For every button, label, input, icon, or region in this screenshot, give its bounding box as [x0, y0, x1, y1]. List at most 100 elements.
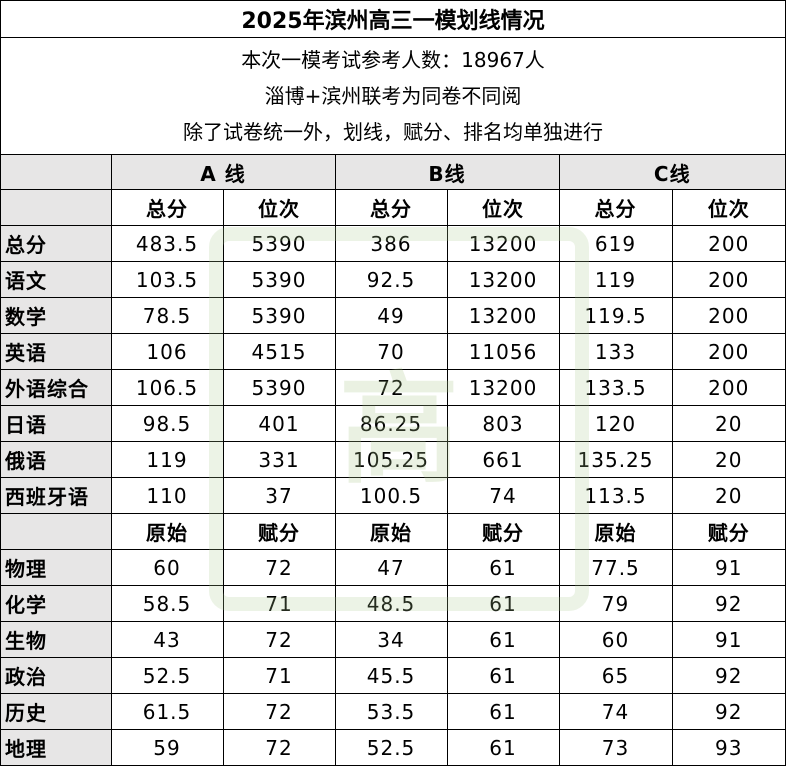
- sub-header-cell: 总分: [110, 189, 224, 226]
- value-cell: 78.5: [110, 297, 224, 334]
- sub-header-cell: 总分: [558, 189, 673, 226]
- sub-header-cell: 总分: [334, 189, 448, 226]
- value-cell: 61: [446, 657, 560, 694]
- value-cell: 59: [110, 729, 224, 765]
- value-cell: 34: [334, 621, 448, 658]
- value-cell: 91: [671, 549, 786, 586]
- value-cell: 49: [334, 297, 448, 334]
- value-cell: 60: [558, 621, 673, 658]
- group-b-header: B线: [334, 155, 560, 190]
- value-cell: 20: [671, 405, 786, 442]
- value-cell: 11056: [446, 333, 560, 370]
- table-row: 西班牙语 110 37 100.5 74 113.5 20: [1, 477, 786, 514]
- table-row: 总分 483.5 5390 386 13200 619 200: [1, 225, 786, 262]
- value-cell: 70: [334, 333, 448, 370]
- sub-header-cell: 位次: [222, 189, 336, 226]
- value-cell: 74: [446, 477, 560, 514]
- value-cell: 13200: [446, 225, 560, 262]
- value-cell: 92: [671, 657, 786, 694]
- value-cell: 200: [671, 225, 786, 262]
- value-cell: 135.25: [558, 441, 673, 478]
- value-cell: 77.5: [558, 549, 673, 586]
- row-label-empty: [1, 189, 112, 226]
- subject-label: 生物: [1, 621, 112, 658]
- table-row: 数学 78.5 5390 49 13200 119.5 200: [1, 297, 786, 334]
- value-cell: 61.5: [110, 693, 224, 730]
- subject-label: 化学: [1, 585, 112, 622]
- value-cell: 52.5: [110, 657, 224, 694]
- value-cell: 105.25: [334, 441, 448, 478]
- info-line: 本次一模考试参考人数：18967人: [241, 48, 545, 72]
- value-cell: 72: [222, 729, 336, 765]
- corner-cell: [1, 155, 112, 190]
- sub-header-cell: 位次: [446, 189, 560, 226]
- subject-label: 英语: [1, 333, 112, 370]
- sub-header-cell: 原始: [110, 513, 224, 550]
- value-cell: 60: [110, 549, 224, 586]
- page-title: 2025年滨州高三一模划线情况: [1, 1, 785, 38]
- sub-header-cell: 原始: [334, 513, 448, 550]
- table-row: 物理 60 72 47 61 77.5 91: [1, 549, 786, 586]
- value-cell: 103.5: [110, 261, 224, 298]
- value-cell: 13200: [446, 297, 560, 334]
- value-cell: 120: [558, 405, 673, 442]
- value-cell: 13200: [446, 369, 560, 406]
- value-cell: 74: [558, 693, 673, 730]
- value-cell: 47: [334, 549, 448, 586]
- value-cell: 5390: [222, 369, 336, 406]
- value-cell: 106: [110, 333, 224, 370]
- value-cell: 661: [446, 441, 560, 478]
- value-cell: 133.5: [558, 369, 673, 406]
- value-cell: 133: [558, 333, 673, 370]
- value-cell: 43: [110, 621, 224, 658]
- sub-header-cell: 赋分: [222, 513, 336, 550]
- value-cell: 119: [558, 261, 673, 298]
- value-cell: 386: [334, 225, 448, 262]
- value-cell: 61: [446, 621, 560, 658]
- sub-header-row: 原始 赋分 原始 赋分 原始 赋分: [1, 513, 786, 550]
- value-cell: 72: [334, 369, 448, 406]
- value-cell: 91: [671, 621, 786, 658]
- value-cell: 401: [222, 405, 336, 442]
- value-cell: 200: [671, 333, 786, 370]
- score-table: A 线 B线 C线 总分 位次 总分 位次 总分 位次 总分 483.5 5390 386 1320…: [1, 155, 786, 765]
- value-cell: 331: [222, 441, 336, 478]
- value-cell: 61: [446, 585, 560, 622]
- table-row: 俄语 119 331 105.25 661 135.25 20: [1, 441, 786, 478]
- value-cell: 72: [222, 693, 336, 730]
- value-cell: 61: [446, 693, 560, 730]
- value-cell: 5390: [222, 225, 336, 262]
- value-cell: 73: [558, 729, 673, 765]
- subject-label: 历史: [1, 693, 112, 730]
- subject-label: 物理: [1, 549, 112, 586]
- subject-label: 外语综合: [1, 369, 112, 406]
- value-cell: 58.5: [110, 585, 224, 622]
- value-cell: 79: [558, 585, 673, 622]
- value-cell: 200: [671, 369, 786, 406]
- value-cell: 110: [110, 477, 224, 514]
- subject-label: 俄语: [1, 441, 112, 478]
- table-row: 历史 61.5 72 53.5 61 74 92: [1, 693, 786, 730]
- value-cell: 5390: [222, 261, 336, 298]
- row-label-empty: [1, 513, 112, 550]
- value-cell: 65: [558, 657, 673, 694]
- value-cell: 803: [446, 405, 560, 442]
- value-cell: 53.5: [334, 693, 448, 730]
- group-c-header: C线: [558, 155, 786, 190]
- value-cell: 52.5: [334, 729, 448, 765]
- value-cell: 200: [671, 297, 786, 334]
- subject-label: 数学: [1, 297, 112, 334]
- value-cell: 13200: [446, 261, 560, 298]
- subject-label: 语文: [1, 261, 112, 298]
- sub-header-row: 总分 位次 总分 位次 总分 位次: [1, 189, 786, 226]
- value-cell: 20: [671, 441, 786, 478]
- value-cell: 48.5: [334, 585, 448, 622]
- info-line: 淄博+滨州联考为同卷不同阅: [264, 84, 522, 108]
- value-cell: 71: [222, 585, 336, 622]
- value-cell: 119.5: [558, 297, 673, 334]
- subject-label: 日语: [1, 405, 112, 442]
- value-cell: 483.5: [110, 225, 224, 262]
- value-cell: 4515: [222, 333, 336, 370]
- sub-header-cell: 赋分: [446, 513, 560, 550]
